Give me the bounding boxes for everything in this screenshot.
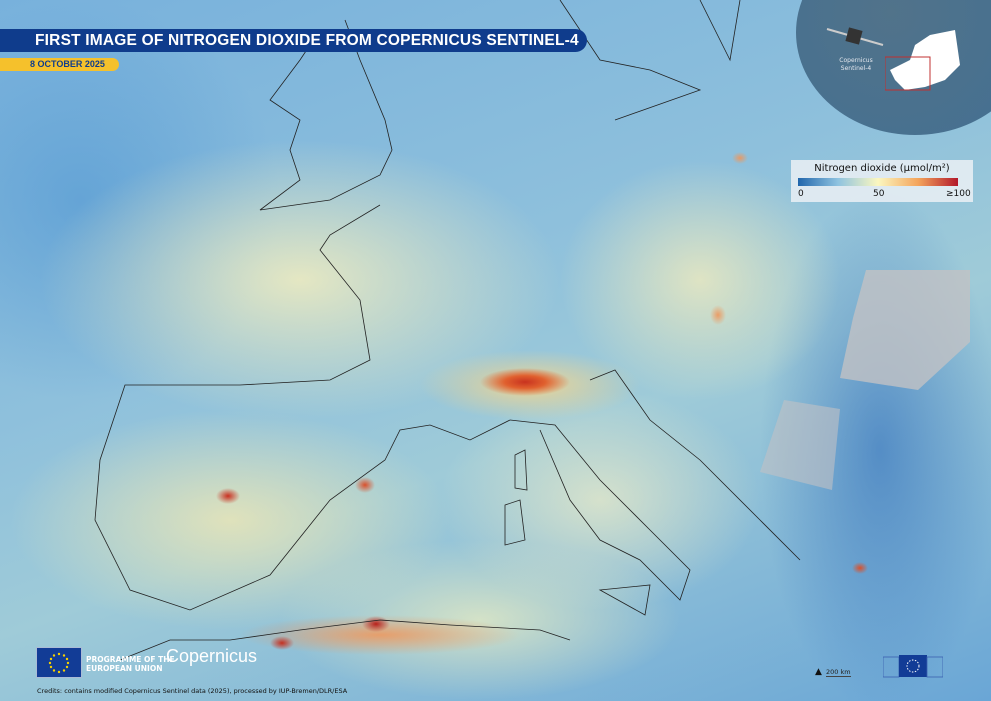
europe-silhouette-icon: [885, 30, 960, 91]
eu-flag-logo: [36, 647, 82, 678]
legend-mid: 50: [873, 189, 885, 199]
coast-scandinavia: [559, 0, 741, 121]
map-title: FIRST IMAGE OF NITROGEN DIOXIDE FROM COP…: [0, 29, 587, 52]
programme-label: PROGRAMME OF THE EUROPEAN UNION: [86, 655, 175, 673]
european-commission-logo: [883, 655, 943, 678]
coast-britain: [259, 19, 393, 211]
coast-north-africa: [119, 619, 571, 661]
island-sardinia: [504, 499, 526, 546]
map-date: 8 OCTOBER 2025: [0, 58, 119, 71]
legend-max: ≥100: [946, 189, 971, 199]
island-sicily: [598, 584, 651, 616]
legend-min: 0: [798, 189, 804, 199]
island-corsica: [514, 449, 528, 491]
legend-colorbar: [798, 178, 958, 186]
legend: Nitrogen dioxide (µmol/m²) 0 50 ≥100: [791, 160, 973, 202]
scale-bar: 200 km: [826, 668, 851, 677]
satellite-icon: [826, 27, 884, 46]
coast-france-spain: [94, 204, 511, 611]
coast-italy: [509, 369, 801, 601]
legend-title: Nitrogen dioxide (µmol/m²): [814, 163, 950, 174]
credits: Credits: contains modified Copernicus Se…: [37, 687, 348, 695]
copernicus-logo: Copernicus: [166, 646, 258, 666]
satellite-label: Copernicus Sentinel-4: [839, 57, 873, 72]
north-arrow-icon: ▲: [815, 667, 822, 677]
